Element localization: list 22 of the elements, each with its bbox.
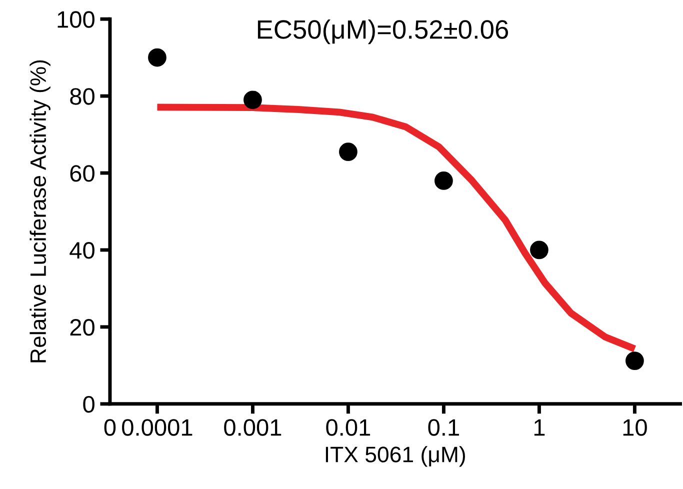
- x-tick-label: 0.01: [326, 419, 370, 436]
- y-tick-label: 100: [58, 11, 94, 28]
- point: [244, 90, 262, 110]
- x-tick-label: 10: [623, 419, 647, 436]
- x-tick-label: 1: [534, 419, 545, 436]
- point: [148, 48, 166, 67]
- point: [339, 142, 358, 162]
- annotation: EC50(μM)=0.52±0.06: [258, 19, 508, 44]
- y-axis-title: Relative Luciferase Activity (%): [30, 60, 50, 362]
- y-tick-label: 80: [70, 88, 94, 105]
- y-tick-label: 60: [70, 165, 94, 182]
- y-tick-label: 0: [83, 396, 94, 413]
- point: [626, 352, 644, 370]
- point: [434, 172, 453, 190]
- x-tick-label: 0.0001: [122, 419, 192, 436]
- y-tick-label: 20: [70, 319, 94, 336]
- x-tick-label: 0: [104, 419, 116, 436]
- x-tick-label: 0.1: [428, 419, 459, 436]
- point: [530, 240, 548, 260]
- x-tick-label: 0.001: [224, 419, 282, 436]
- y-tick-label: 40: [70, 242, 94, 259]
- x-axis-title: ITX 5061 (μM): [326, 446, 465, 467]
